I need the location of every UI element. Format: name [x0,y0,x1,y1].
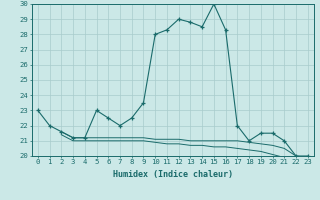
X-axis label: Humidex (Indice chaleur): Humidex (Indice chaleur) [113,170,233,179]
